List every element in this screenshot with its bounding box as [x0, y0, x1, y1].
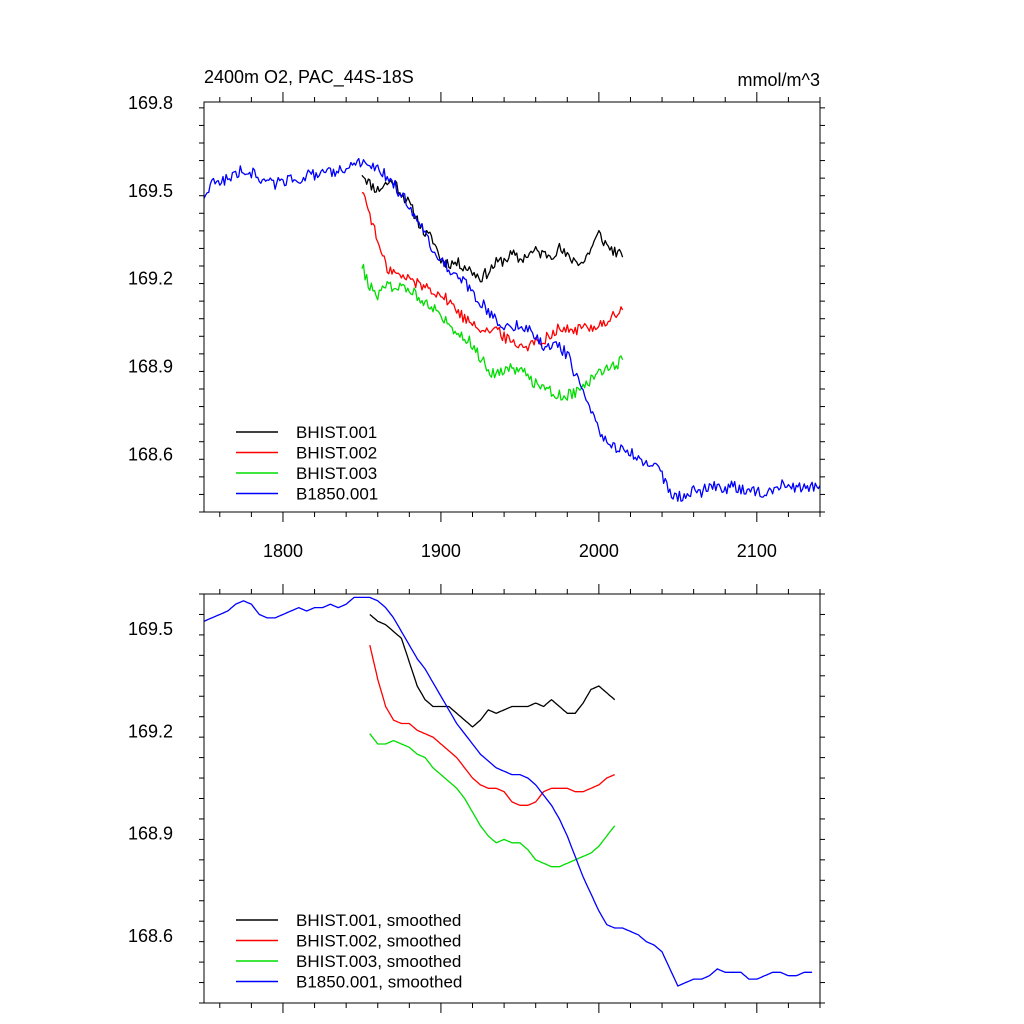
series-line-2: [369, 644, 615, 806]
legend-label: B1850.001: [296, 485, 378, 504]
legend-label: B1850.001, smoothed: [296, 973, 462, 992]
y-tick-label: 169.8: [128, 93, 173, 113]
y-tick-label: 169.2: [128, 721, 173, 741]
y-tick-label: 168.9: [128, 824, 173, 844]
y-tick-label: 169.5: [128, 619, 173, 639]
legend-label: BHIST.003: [296, 464, 377, 483]
legend-label: BHIST.001, smoothed: [296, 911, 461, 930]
y-tick-label: 168.9: [128, 357, 173, 377]
bottom-chart: 169.5 169.2 168.9 168.6 BHIST.001, smoothed B…: [128, 584, 825, 1013]
chart-title: 2400m O2, PAC_44S-18S: [204, 67, 414, 88]
x-tick-label: 2100: [737, 541, 777, 561]
top-chart: 2400m O2, PAC_44S-18S mmol/m^3 1800 1900 2…: [128, 67, 825, 561]
x-tick-label: 1900: [421, 541, 461, 561]
chart-units: mmol/m^3: [738, 70, 820, 90]
legend-label: BHIST.002: [296, 444, 377, 463]
y-tick-label: 169.5: [128, 181, 173, 201]
series-line-4: [204, 596, 813, 987]
plot-frame: [203, 101, 821, 513]
x-tick-label: 1800: [263, 541, 303, 561]
legend-label: BHIST.001: [296, 423, 377, 442]
series-line-3: [369, 733, 616, 868]
series-line-4: [204, 157, 820, 502]
legend-label: BHIST.003, smoothed: [296, 952, 461, 971]
x-tick-label: 2000: [579, 541, 619, 561]
series-line-1: [361, 174, 624, 283]
series-line-1: [369, 613, 616, 728]
y-tick-label: 168.6: [128, 444, 173, 464]
series-line-3: [361, 263, 624, 401]
y-tick-label: 169.2: [128, 269, 173, 289]
series-line-2: [361, 192, 624, 352]
legend-label: BHIST.002, smoothed: [296, 932, 461, 951]
y-tick-label: 168.6: [128, 926, 173, 946]
